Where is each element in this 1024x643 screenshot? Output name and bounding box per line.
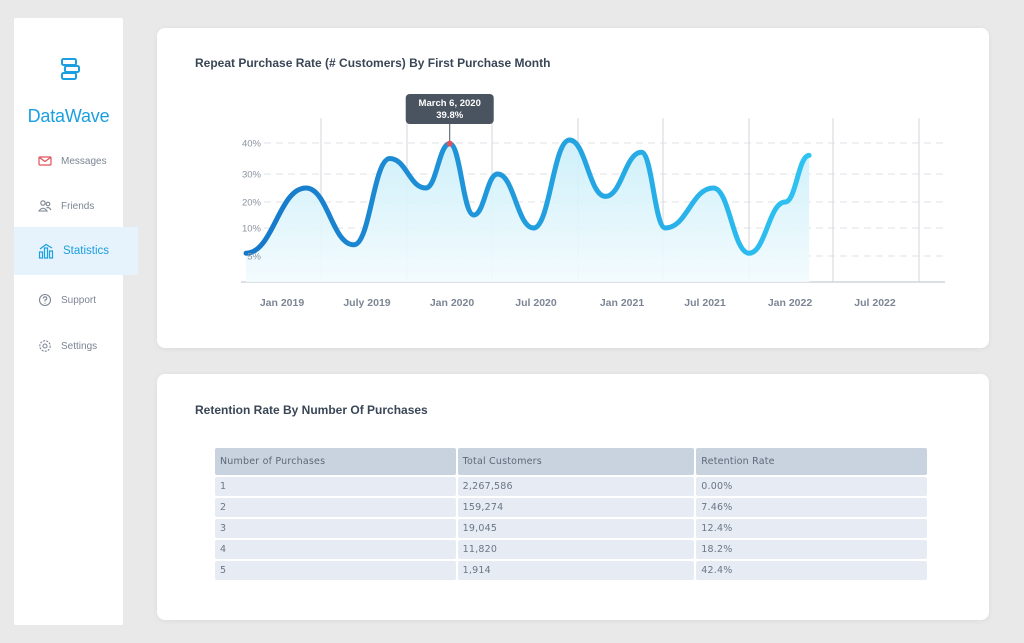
sidebar: DataWave Messages Friends Statistics	[14, 18, 138, 625]
sidebar-item-label: Statistics	[63, 245, 110, 257]
table-row: 4 11,820 18.2%	[215, 540, 929, 559]
bar-chart-icon	[38, 243, 54, 259]
x-tick-label: Jul 2020	[515, 297, 557, 309]
table-cell: 0.00%	[696, 477, 927, 496]
sidebar-item-label: Messages	[61, 155, 107, 167]
chart-title: Repeat Purchase Rate (# Customers) By Fi…	[195, 56, 551, 70]
chart-tooltip: March 6, 2020 39.8%	[405, 94, 494, 147]
sidebar-item-support[interactable]: Support	[14, 276, 138, 324]
sidebar-item-messages[interactable]: Messages	[14, 137, 138, 185]
table-cell: 2	[215, 498, 456, 517]
envelope-icon	[38, 156, 52, 166]
x-tick-label: Jan 2022	[768, 297, 813, 309]
sidebar-item-label: Support	[61, 294, 97, 306]
column-header[interactable]: Number of Purchases	[215, 448, 456, 475]
x-tick-label: Jan 2021	[600, 297, 645, 309]
table-cell: 18.2%	[696, 540, 927, 559]
retention-table: Number of Purchases Total Customers Rete…	[215, 448, 929, 580]
logo-icon	[61, 58, 80, 80]
retention-card: Retention Rate By Number Of Purchases Nu…	[157, 374, 989, 620]
table-cell: 2,267,586	[457, 477, 695, 496]
table-cell: 11,820	[457, 540, 695, 559]
x-tick-label: Jul 2021	[684, 297, 726, 309]
y-tick-label: 5%	[247, 252, 261, 263]
table-row: 2 159,274 7.46%	[215, 498, 929, 517]
table-cell: 12.4%	[696, 519, 927, 538]
x-tick-label: July 2019	[343, 297, 390, 309]
table-row: 5 1,914 42.4%	[215, 561, 929, 580]
table-cell: 42.4%	[696, 561, 927, 580]
table-cell: 3	[215, 519, 456, 538]
column-header[interactable]: Retention Rate	[696, 448, 927, 475]
x-tick-label: Jan 2020	[430, 297, 475, 309]
table-cell: 1,914	[457, 561, 695, 580]
y-tick-label: 20%	[242, 198, 262, 209]
repeat-purchase-card: Repeat Purchase Rate (# Customers) By Fi…	[157, 28, 989, 348]
table-cell: 159,274	[457, 498, 695, 517]
sidebar-item-settings[interactable]: Settings	[14, 322, 138, 370]
table-cell: 1	[215, 477, 456, 496]
table-cell: 19,045	[457, 519, 695, 538]
y-tick-label: 10%	[242, 224, 262, 235]
logo-text: DataWave	[27, 106, 110, 126]
table-cell: 5	[215, 561, 456, 580]
series-line	[243, 137, 812, 256]
sidebar-item-friends[interactable]: Friends	[14, 182, 138, 230]
gear-icon	[39, 340, 51, 352]
sidebar-item-label: Settings	[61, 340, 98, 352]
repeat-purchase-chart: 5% 10% 20% 30% 40% Jan 2019 July 2019 Jan 2020…	[241, 94, 945, 309]
table-cell: 7.46%	[696, 498, 927, 517]
tooltip-date: March 6, 2020	[419, 98, 481, 109]
sidebar-item-statistics[interactable]: Statistics	[14, 227, 138, 275]
table-cell: 4	[215, 540, 456, 559]
y-tick-label: 40%	[242, 139, 262, 150]
highlight-point	[446, 140, 453, 147]
x-tick-label: Jul 2022	[854, 297, 896, 309]
y-tick-label: 30%	[242, 170, 262, 181]
tooltip-value: 39.8%	[436, 110, 463, 121]
support-icon	[38, 293, 52, 307]
series-area	[246, 140, 810, 282]
tooltip-box	[405, 94, 494, 124]
users-icon	[38, 200, 52, 212]
column-header[interactable]: Total Customers	[457, 448, 695, 475]
table-title: Retention Rate By Number Of Purchases	[195, 403, 428, 417]
table-row: 1 2,267,586 0.00%	[215, 477, 929, 496]
table-header-row: Number of Purchases Total Customers Rete…	[215, 448, 929, 475]
sidebar-item-label: Friends	[61, 200, 95, 212]
table-row: 3 19,045 12.4%	[215, 519, 929, 538]
x-tick-label: Jan 2019	[260, 297, 305, 309]
